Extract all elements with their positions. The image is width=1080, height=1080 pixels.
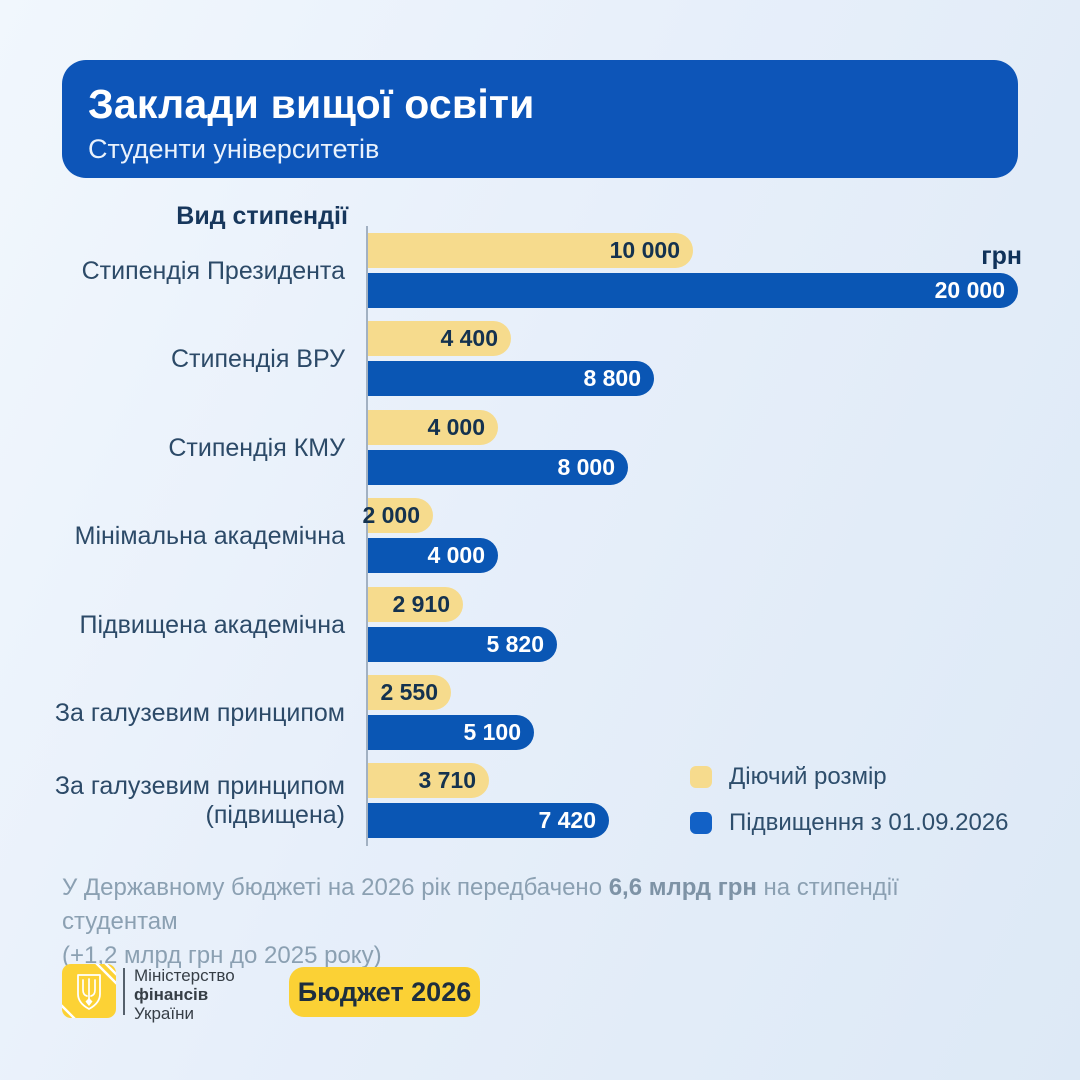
bar-value-label: 5 100 bbox=[463, 719, 521, 745]
category-label: Підвищена академічна bbox=[79, 610, 345, 639]
chart-axis-title: Вид стипендії bbox=[176, 202, 348, 230]
current-amount-bar: 2 550 bbox=[368, 675, 451, 710]
bar-value-label: 2 000 bbox=[362, 502, 420, 528]
bar-value-label: 10 000 bbox=[609, 237, 680, 263]
current-amount-bar: 4 000 bbox=[368, 410, 498, 445]
bar-value-label: 8 000 bbox=[557, 454, 615, 480]
category-label: Стипендія Президента bbox=[81, 256, 345, 285]
ministry-line1: Міністерство bbox=[134, 966, 235, 985]
footnote-text-prefix: У Державному бюджеті на 2026 рік передба… bbox=[62, 874, 609, 901]
chart-unit-label: грн bbox=[981, 242, 1022, 270]
bar-value-label: 2 910 bbox=[392, 591, 450, 617]
bar-value-label: 2 550 bbox=[380, 679, 438, 705]
chart-legend: Діючий розмір Підвищення з 01.09.2026 bbox=[690, 763, 1030, 858]
legend-item-current: Діючий розмір bbox=[690, 763, 1030, 790]
bar-value-label: 4 000 bbox=[427, 414, 485, 440]
tryzub-icon bbox=[62, 964, 116, 1018]
increased-amount-bar: 20 000 bbox=[368, 273, 1018, 308]
increased-amount-bar: 7 420 bbox=[368, 803, 609, 838]
footnote-amount: 6,6 млрд грн bbox=[608, 874, 757, 901]
bar-value-label: 5 820 bbox=[486, 631, 544, 657]
increased-amount-bar: 4 000 bbox=[368, 538, 498, 573]
budget-footnote: У Державному бюджеті на 2026 рік передба… bbox=[62, 871, 1012, 973]
category-label: За галузевим принципом bbox=[54, 698, 345, 727]
page-title: Заклади вищої освіти bbox=[88, 81, 535, 127]
bar-value-label: 8 800 bbox=[583, 365, 641, 391]
ministry-name: Міністерство фінансів України bbox=[134, 966, 235, 1023]
bar-value-label: 4 000 bbox=[427, 542, 485, 568]
footnote-line2: (+1,2 млрд грн до 2025 року) bbox=[62, 942, 382, 969]
current-amount-bar: 2 000 bbox=[362, 498, 433, 533]
bar-value-label: 20 000 bbox=[934, 277, 1005, 303]
increased-amount-bar: 5 820 bbox=[368, 627, 557, 662]
current-amount-bar: 4 400 bbox=[368, 321, 511, 356]
current-amount-bar: 3 710 bbox=[368, 763, 489, 798]
logo-divider bbox=[123, 968, 125, 1015]
header-banner: Заклади вищої освіти Студенти університе… bbox=[62, 60, 1018, 178]
bar-value-label: 4 400 bbox=[440, 325, 498, 351]
current-amount-bar: 2 910 bbox=[368, 587, 463, 622]
page-subtitle: Студенти університетів bbox=[88, 134, 380, 164]
legend-item-increase: Підвищення з 01.09.2026 bbox=[690, 809, 1030, 836]
ministry-line2: фінансів bbox=[134, 985, 209, 1004]
chart-axis-line bbox=[366, 226, 368, 846]
increased-amount-bar: 8 000 bbox=[368, 450, 628, 485]
ministry-line3: України bbox=[134, 1004, 194, 1023]
increased-amount-bar: 8 800 bbox=[368, 361, 654, 396]
bar-value-label: 7 420 bbox=[538, 807, 596, 833]
footnote-text-suffix: на стипендії студентам bbox=[62, 874, 899, 935]
legend-label-current: Діючий розмір bbox=[729, 763, 887, 790]
category-label: За галузевим принципом (підвищена) bbox=[54, 772, 345, 829]
ministry-logo bbox=[62, 964, 116, 1018]
category-label: Стипендія ВРУ bbox=[170, 344, 345, 373]
bar-value-label: 3 710 bbox=[418, 767, 476, 793]
category-label: Стипендія КМУ bbox=[168, 433, 345, 462]
legend-label-increase: Підвищення з 01.09.2026 bbox=[729, 809, 1009, 836]
budget-2026-button[interactable]: Бюджет 2026 bbox=[289, 967, 480, 1017]
legend-swatch-current bbox=[690, 766, 712, 788]
legend-swatch-increase bbox=[690, 812, 712, 834]
current-amount-bar: 10 000 bbox=[368, 233, 693, 268]
increased-amount-bar: 5 100 bbox=[368, 715, 534, 750]
category-label: Мінімальна академічна bbox=[74, 521, 345, 550]
